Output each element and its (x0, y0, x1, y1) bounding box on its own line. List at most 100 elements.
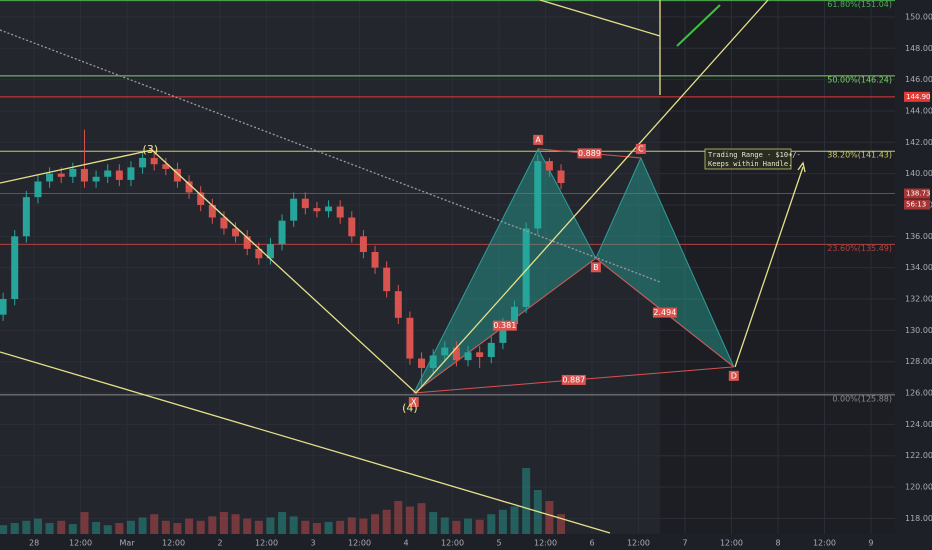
x-tick-label: 7 (682, 539, 687, 548)
x-tick-label: 5 (496, 539, 501, 548)
candle-body (255, 248, 263, 259)
volume-bar (289, 516, 298, 534)
ratio-label: 0.887 (562, 375, 585, 384)
volume-bar (22, 520, 31, 534)
volume-bar (417, 503, 426, 534)
wave-label: (3) (143, 143, 159, 156)
candle-body (371, 251, 379, 268)
volume-bar (150, 514, 159, 534)
candle-body (11, 236, 19, 300)
volume-bar (219, 512, 228, 534)
y-tick-label: 118.00 (905, 514, 932, 523)
y-tick-label: 120.00 (905, 483, 932, 492)
y-tick-label: 134.00 (905, 263, 932, 272)
candle-body (290, 198, 298, 221)
volume-bar (161, 520, 170, 534)
zigzag-line (0, 0, 769, 394)
grid (684, 0, 872, 534)
candle-body (429, 355, 437, 368)
x-tick-label: 12:00 (162, 539, 185, 548)
fib-label: 23.60%(135.49) (827, 244, 892, 253)
volume-bar (173, 523, 182, 534)
candle-body (499, 324, 507, 343)
trend-line (539, 0, 661, 37)
x-tick-label: 12:00 (720, 539, 743, 548)
volume-bar (324, 521, 333, 534)
x-tick-label: Mar (120, 539, 136, 548)
point-box (408, 397, 419, 408)
x-tick-label: 3 (311, 539, 316, 548)
point-label: C (638, 144, 644, 153)
point-box (533, 134, 544, 145)
candle-body (394, 291, 402, 318)
volume-bar (0, 525, 8, 534)
volume-bar (522, 468, 531, 534)
candle-body (359, 236, 367, 252)
price-box-label: 138.73 (906, 190, 931, 198)
volume-bar (243, 518, 252, 534)
candle-body (208, 204, 216, 218)
candle-body (441, 347, 449, 356)
point-box (590, 262, 601, 273)
x-tick-label: 4 (403, 539, 408, 548)
candles (0, 129, 565, 387)
candle-body (313, 208, 321, 212)
fib-label: 61.80%(151.04) (827, 0, 892, 9)
candle-body (185, 181, 193, 193)
candle-body (452, 347, 460, 361)
volume-bar (80, 512, 89, 534)
candle-body (406, 317, 414, 359)
candle-body (418, 358, 426, 368)
volume-bar (10, 523, 19, 534)
volume-bar (103, 525, 112, 534)
fib-label: 38.20%(141.43) (827, 151, 892, 160)
volume-bar (545, 501, 554, 534)
candle-body (0, 299, 7, 315)
countdown: 56:13 (906, 201, 926, 209)
candle-body (127, 167, 135, 180)
note-text: Trading Range - $10+/- (708, 151, 801, 159)
candle-body (348, 217, 356, 237)
x-tick-label: 9 (868, 539, 873, 548)
y-tick-label: 144.00 (905, 106, 932, 115)
candle-body (22, 197, 30, 237)
note-text: Keeps within Handle. (708, 160, 792, 168)
point-box (635, 143, 646, 154)
fib-label: 50.00%(146.24) (827, 75, 892, 84)
candle-body (464, 352, 472, 361)
ratio-box (577, 148, 602, 159)
x-tick-label: 2 (218, 539, 223, 548)
candle-body (476, 352, 484, 357)
ratio-label: 2.494 (653, 308, 676, 317)
volume-bar (231, 514, 240, 534)
point-label: B (593, 263, 599, 272)
candle-body (162, 164, 170, 169)
x-tick-label: 12:00 (348, 539, 371, 548)
x-tick-label: 12:00 (813, 539, 836, 548)
volume-bar (359, 518, 368, 534)
candle-body (522, 228, 530, 307)
candle-body (80, 168, 88, 182)
candle-body (232, 228, 240, 237)
labels: 118.00 120.00 122.00 124.00 126.00 128.00 130.… (29, 0, 932, 547)
y-tick-label: 126.00 (905, 389, 932, 398)
y-tick-label: 136.00 (905, 232, 932, 241)
volume-bar (429, 512, 438, 534)
volume-bar (57, 520, 66, 534)
candle-body (220, 217, 228, 229)
volume-bar (440, 517, 449, 534)
candle-body (69, 168, 77, 177)
note-box (704, 148, 792, 170)
volume-bar (487, 514, 496, 534)
volume-bar (115, 523, 124, 534)
volume-bar (405, 506, 414, 534)
y-tick-label: 148.00 (905, 44, 932, 53)
candle-body (150, 157, 158, 165)
volume-bar (68, 524, 77, 534)
volume (0, 468, 566, 534)
candle-body (104, 170, 112, 177)
y-tick-label: 132.00 (905, 295, 932, 304)
candle-body (557, 170, 565, 184)
dotted-line (0, 29, 661, 283)
volume-bar (382, 509, 391, 534)
